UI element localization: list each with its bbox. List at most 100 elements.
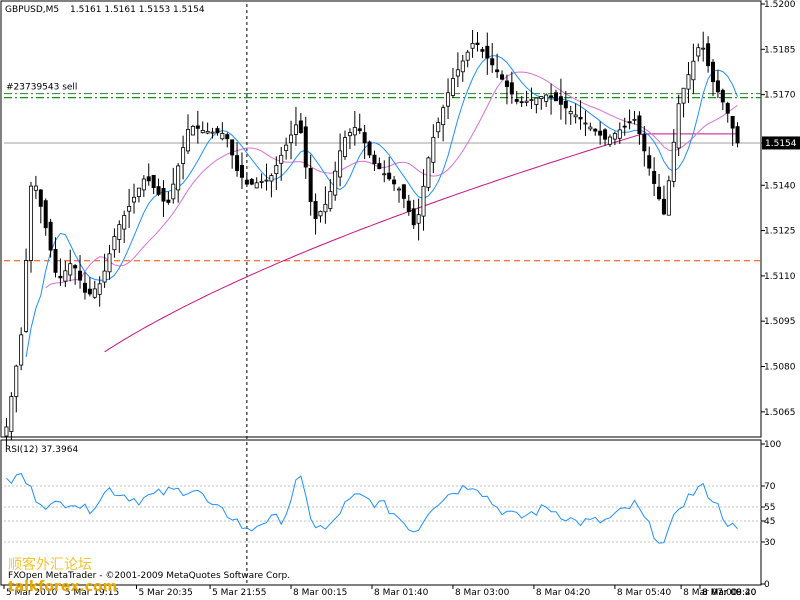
candle-body	[637, 115, 642, 135]
candle	[406, 194, 411, 216]
candle	[230, 139, 235, 169]
candle-body	[446, 92, 451, 107]
candle-body	[470, 43, 475, 49]
candle	[225, 132, 230, 148]
candle-body	[48, 221, 53, 251]
price-tick-label: 1.5065	[764, 408, 796, 418]
candle-body	[377, 163, 382, 170]
candle	[318, 210, 323, 223]
candle	[549, 83, 554, 115]
candle-body	[465, 51, 470, 61]
candle	[372, 150, 377, 171]
candle	[48, 218, 53, 258]
candle	[720, 88, 725, 111]
candle	[632, 110, 637, 125]
candle-body	[603, 129, 608, 140]
candle	[244, 173, 249, 186]
rsi-line	[6, 472, 738, 544]
time-tick-label: 5 Mar 2010	[6, 588, 58, 598]
candle-body	[549, 95, 554, 98]
candle-body	[338, 150, 343, 178]
candle-body	[63, 270, 68, 282]
candle	[328, 179, 333, 212]
candle	[529, 87, 534, 109]
candle-body	[303, 126, 308, 168]
candle-body	[313, 201, 318, 219]
candle-body	[38, 189, 43, 207]
candle-body	[171, 183, 176, 200]
candle	[607, 134, 612, 147]
candle-body	[308, 167, 313, 202]
candle	[460, 54, 465, 82]
candle	[82, 272, 87, 300]
candle-body	[696, 47, 701, 57]
candle-body	[544, 94, 549, 102]
candle-body	[720, 89, 725, 103]
price-tick-label: 1.5080	[764, 363, 796, 373]
price-tick-label: 1.5125	[764, 227, 796, 237]
candle	[53, 237, 58, 278]
candle-body	[514, 99, 519, 102]
candle	[24, 248, 29, 333]
candle	[215, 126, 220, 136]
candle-body	[132, 196, 137, 203]
candle	[323, 186, 328, 224]
candle-body	[259, 181, 264, 183]
candle-body	[141, 178, 146, 191]
candle	[514, 91, 519, 105]
price-tick-label: 1.5200	[764, 0, 796, 10]
time-tick-label: 5 Mar 19:15	[65, 588, 119, 598]
candle	[671, 129, 676, 188]
rsi-levels: 100 70 55 45 30 0	[4, 440, 781, 590]
candle-body	[58, 275, 63, 279]
candle-body	[431, 136, 436, 163]
candle	[495, 53, 500, 78]
candle	[195, 110, 200, 144]
candle-body	[509, 82, 514, 95]
candle	[568, 105, 573, 125]
candle-body	[205, 131, 210, 134]
candle-body	[367, 141, 372, 156]
candle	[254, 177, 259, 189]
time-tick-label: 8 Mar 07:00	[683, 588, 738, 598]
candle	[43, 198, 48, 236]
candle-body	[652, 171, 657, 184]
candle-body	[485, 45, 490, 59]
candle	[38, 189, 43, 224]
candle	[293, 106, 298, 146]
candle	[637, 111, 642, 145]
candle-body	[347, 132, 352, 137]
candle-body	[161, 188, 166, 202]
candle	[151, 174, 156, 195]
candle	[696, 43, 701, 62]
candle-body	[558, 96, 563, 105]
candle	[338, 133, 343, 187]
candle	[421, 169, 426, 231]
candle-body	[97, 283, 102, 295]
price-axis: 1.5200 1.5185 1.5170 1.5140 1.5125 1.5110 1.50…	[761, 0, 796, 418]
candle-body	[107, 253, 112, 273]
watermark-site: talkforex.com	[8, 579, 117, 595]
candle-body	[117, 224, 122, 240]
time-tick-label: 8 Mar 04:20	[536, 588, 591, 598]
moving-average-slow	[104, 133, 738, 353]
price-tick-label: 1.5140	[764, 181, 796, 191]
candle	[264, 163, 269, 191]
candle	[14, 364, 19, 413]
candle-body	[568, 111, 573, 115]
candle-body	[244, 179, 249, 185]
candle-body	[298, 120, 303, 133]
candle-body	[146, 176, 151, 182]
candle-body	[406, 200, 411, 212]
candle	[9, 392, 14, 440]
candle-body	[9, 396, 14, 432]
candle	[539, 96, 544, 110]
candle-body	[239, 164, 244, 178]
candle	[205, 122, 210, 135]
candle-body	[225, 134, 230, 140]
candle-body	[220, 133, 225, 140]
candle-body	[495, 69, 500, 73]
candle	[132, 183, 137, 214]
candle	[185, 114, 190, 154]
